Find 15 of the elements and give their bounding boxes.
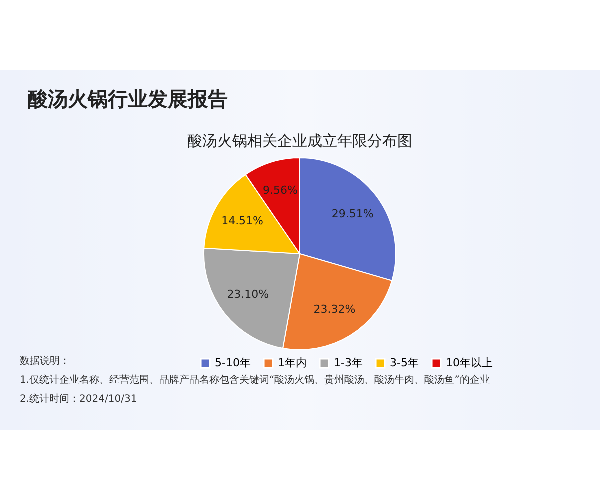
data-label: 23.32% <box>314 303 356 316</box>
legend-label: 5-10年 <box>215 356 251 370</box>
legend-label: 1-3年 <box>334 356 363 370</box>
legend-label: 3-5年 <box>390 356 419 370</box>
data-label: 14.51% <box>222 214 264 228</box>
chart-title: 酸汤火锅行业发展报告 <box>28 86 228 113</box>
text: 1.仅统计企业名称、经营范围、品牌产品名称包含关键词“酸汤火锅、贵州酸汤、酸汤牛肉、酸汤鱼”的企业 <box>20 374 490 388</box>
text: 2.统计时间：2024/10/31 <box>20 392 138 407</box>
legend-label: 1年内 <box>278 356 307 370</box>
data-label: 23.10% <box>227 288 270 301</box>
data-label: 29.51% <box>332 207 374 220</box>
chart-subtitle: 酸汤火锅相关企业成立年限分布图 <box>186 132 414 151</box>
legend-label: 10年以上 <box>446 356 493 370</box>
text: 数据说明： <box>20 356 70 367</box>
data-label: 9.56% <box>263 184 298 197</box>
